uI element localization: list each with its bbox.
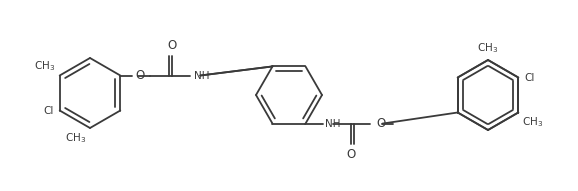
Text: Cl: Cl [524, 73, 535, 83]
Text: CH$_3$: CH$_3$ [477, 41, 499, 55]
Text: O: O [347, 148, 356, 161]
Text: O: O [376, 117, 386, 130]
Text: O: O [168, 39, 177, 52]
Text: CH$_3$: CH$_3$ [523, 116, 543, 129]
Text: O: O [135, 69, 144, 82]
Text: Cl: Cl [43, 105, 54, 116]
Text: NH: NH [325, 119, 341, 129]
Text: CH$_3$: CH$_3$ [65, 131, 86, 145]
Text: CH$_3$: CH$_3$ [35, 59, 55, 73]
Text: NH: NH [194, 70, 210, 80]
